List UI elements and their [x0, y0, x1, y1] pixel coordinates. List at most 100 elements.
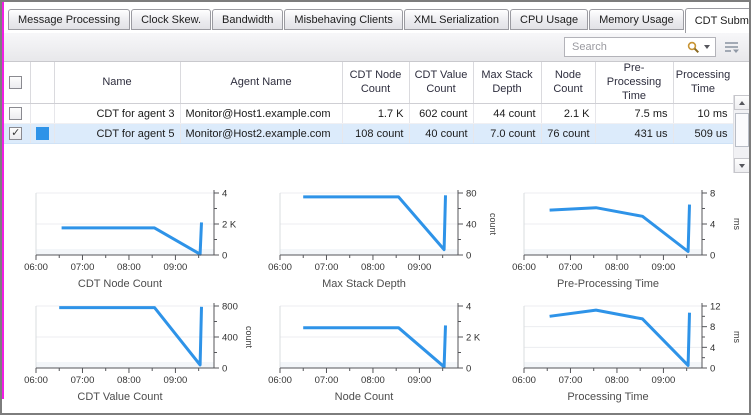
tab-clock-skew[interactable]: Clock Skew.: [131, 9, 212, 30]
svg-text:06:00: 06:00: [24, 375, 48, 386]
cell-processing-time: 509 us: [673, 123, 733, 145]
row-checkbox[interactable]: [9, 107, 23, 121]
cell-agent-name: Monitor@Host2.example.com: [180, 123, 343, 145]
svg-text:09:00: 09:00: [408, 375, 432, 386]
cell-cdt-value-count: 602 count: [409, 103, 474, 125]
scroll-down-button[interactable]: [733, 158, 749, 173]
chart-title: Pre-Processing Time: [556, 278, 660, 290]
tab-cpu-usage[interactable]: CPU Usage: [510, 9, 589, 30]
svg-text:09:00: 09:00: [652, 262, 676, 273]
scroll-thumb[interactable]: [734, 113, 749, 147]
svg-text:08:00: 08:00: [117, 262, 141, 273]
svg-text:08:00: 08:00: [361, 262, 385, 273]
tab-cdt-submission[interactable]: CDT Submission: [684, 8, 749, 33]
svg-text:4: 4: [222, 189, 227, 200]
scroll-up-icon: [738, 100, 745, 105]
svg-text:06:00: 06:00: [24, 262, 48, 273]
svg-text:06:00: 06:00: [512, 262, 536, 273]
svg-text:07:00: 07:00: [559, 375, 583, 386]
svg-text:ms: ms: [732, 331, 742, 343]
svg-text:06:00: 06:00: [268, 375, 292, 386]
cell-node-count: 2.1 K: [541, 103, 596, 125]
search-icon[interactable]: [687, 41, 700, 54]
svg-text:ms: ms: [732, 218, 742, 230]
chart-node-count: 4 2 K 0 06:00 07:00 08:00 09:00 Node Count: [264, 300, 500, 404]
column-header-node-count[interactable]: Node Count: [541, 62, 596, 105]
row-checkbox-cell[interactable]: [2, 103, 31, 125]
series-color-cell: [30, 103, 55, 125]
column-header-cdt-node-count[interactable]: CDT Node Count: [342, 62, 410, 105]
svg-text:4: 4: [710, 220, 715, 231]
search-box[interactable]: [564, 37, 716, 57]
column-header-agent-name[interactable]: Agent Name: [180, 62, 343, 105]
svg-text:06:00: 06:00: [512, 375, 536, 386]
column-header-max-stack-depth[interactable]: Max Stack Depth: [473, 62, 542, 105]
chart-title: Processing Time: [567, 391, 649, 403]
chart-processing-time: 12 8 4 0 06:00 07:00 08:00 09:00 ms Processing Ti…: [508, 300, 744, 404]
table-row[interactable]: ✓ CDT for agent 5 Monitor@Host2.example.co…: [2, 123, 733, 145]
column-header-processing-time[interactable]: Processing Time: [673, 62, 733, 105]
svg-text:08:00: 08:00: [117, 375, 141, 386]
svg-text:07:00: 07:00: [559, 262, 583, 273]
chart-title: Node Count: [334, 391, 394, 403]
chart-cdt-node-count: 4 2 K 0 06:00 07:00 08:00 09:00 CDT Node Count: [20, 187, 256, 291]
toolbar: [2, 33, 749, 62]
svg-text:09:00: 09:00: [652, 375, 676, 386]
chart-title: CDT Node Count: [77, 278, 163, 290]
svg-text:8: 8: [710, 322, 715, 333]
cell-name: CDT for agent 5: [54, 123, 181, 145]
header-swatch-cell: [30, 62, 55, 105]
svg-text:count: count: [244, 326, 254, 349]
svg-text:2 K: 2 K: [466, 333, 481, 344]
svg-text:8: 8: [710, 189, 715, 200]
svg-text:07:00: 07:00: [71, 375, 95, 386]
row-checkbox-cell[interactable]: ✓: [2, 123, 31, 145]
tab-misbehaving-clients[interactable]: Misbehaving Clients: [284, 9, 403, 30]
tab-message-processing[interactable]: Message Processing: [8, 9, 131, 30]
chart-title: CDT Value Count: [77, 391, 163, 403]
svg-text:40: 40: [466, 220, 477, 231]
column-header-pre-processing-time[interactable]: Pre-Processing Time: [595, 62, 674, 105]
data-grid: Name Agent Name CDT Node Count CDT Value Co…: [2, 62, 749, 173]
header-checkbox-cell[interactable]: [2, 62, 31, 105]
search-input[interactable]: [570, 40, 683, 54]
tab-bandwidth[interactable]: Bandwidth: [212, 9, 284, 30]
scroll-up-button[interactable]: [733, 95, 749, 110]
left-highlight-stripe: [2, 2, 4, 399]
svg-text:06:00: 06:00: [268, 262, 292, 273]
cell-name: CDT for agent 3: [54, 103, 181, 125]
column-header-cdt-value-count[interactable]: CDT Value Count: [409, 62, 474, 105]
grid-header-row: Name Agent Name CDT Node Count CDT Value Co…: [2, 62, 733, 105]
svg-text:07:00: 07:00: [315, 262, 339, 273]
vertical-scrollbar[interactable]: [733, 95, 749, 173]
tab-xml-serialization[interactable]: XML Serialization: [403, 9, 510, 30]
tab-memory-usage[interactable]: Memory Usage: [589, 9, 684, 30]
table-row[interactable]: CDT for agent 3 Monitor@Host1.example.com…: [2, 103, 733, 125]
chart-cdt-value-count: 800 400 0 06:00 07:00 08:00 09:00 count CDT Valu…: [20, 300, 256, 404]
svg-text:07:00: 07:00: [315, 375, 339, 386]
chart-pre-processing-time: 8 4 0 06:00 07:00 08:00 09:00 ms Pre-Processing …: [508, 187, 744, 291]
tab-bar: Message Processing Clock Skew. Bandwidth Mi…: [2, 2, 749, 33]
column-header-name[interactable]: Name: [54, 62, 181, 105]
svg-text:09:00: 09:00: [164, 262, 188, 273]
svg-text:08:00: 08:00: [361, 375, 385, 386]
select-all-checkbox[interactable]: [9, 76, 23, 90]
cell-pre-processing-time: 7.5 ms: [595, 103, 674, 125]
cell-pre-processing-time: 431 us: [595, 123, 674, 145]
row-checkbox[interactable]: ✓: [9, 127, 23, 141]
svg-text:80: 80: [466, 189, 477, 200]
svg-text:800: 800: [222, 302, 238, 313]
svg-text:07:00: 07:00: [71, 262, 95, 273]
svg-text:4: 4: [710, 343, 715, 354]
column-customize-icon[interactable]: [723, 40, 740, 54]
cell-node-count: 76 count: [541, 123, 596, 145]
svg-text:4: 4: [466, 302, 471, 313]
svg-text:09:00: 09:00: [164, 375, 188, 386]
grid-table: Name Agent Name CDT Node Count CDT Value Co…: [2, 62, 733, 173]
svg-text:0: 0: [222, 364, 227, 375]
svg-text:0: 0: [710, 251, 715, 262]
svg-text:08:00: 08:00: [605, 375, 629, 386]
search-options-caret-icon[interactable]: [704, 45, 710, 49]
cell-cdt-node-count: 1.7 K: [342, 103, 410, 125]
